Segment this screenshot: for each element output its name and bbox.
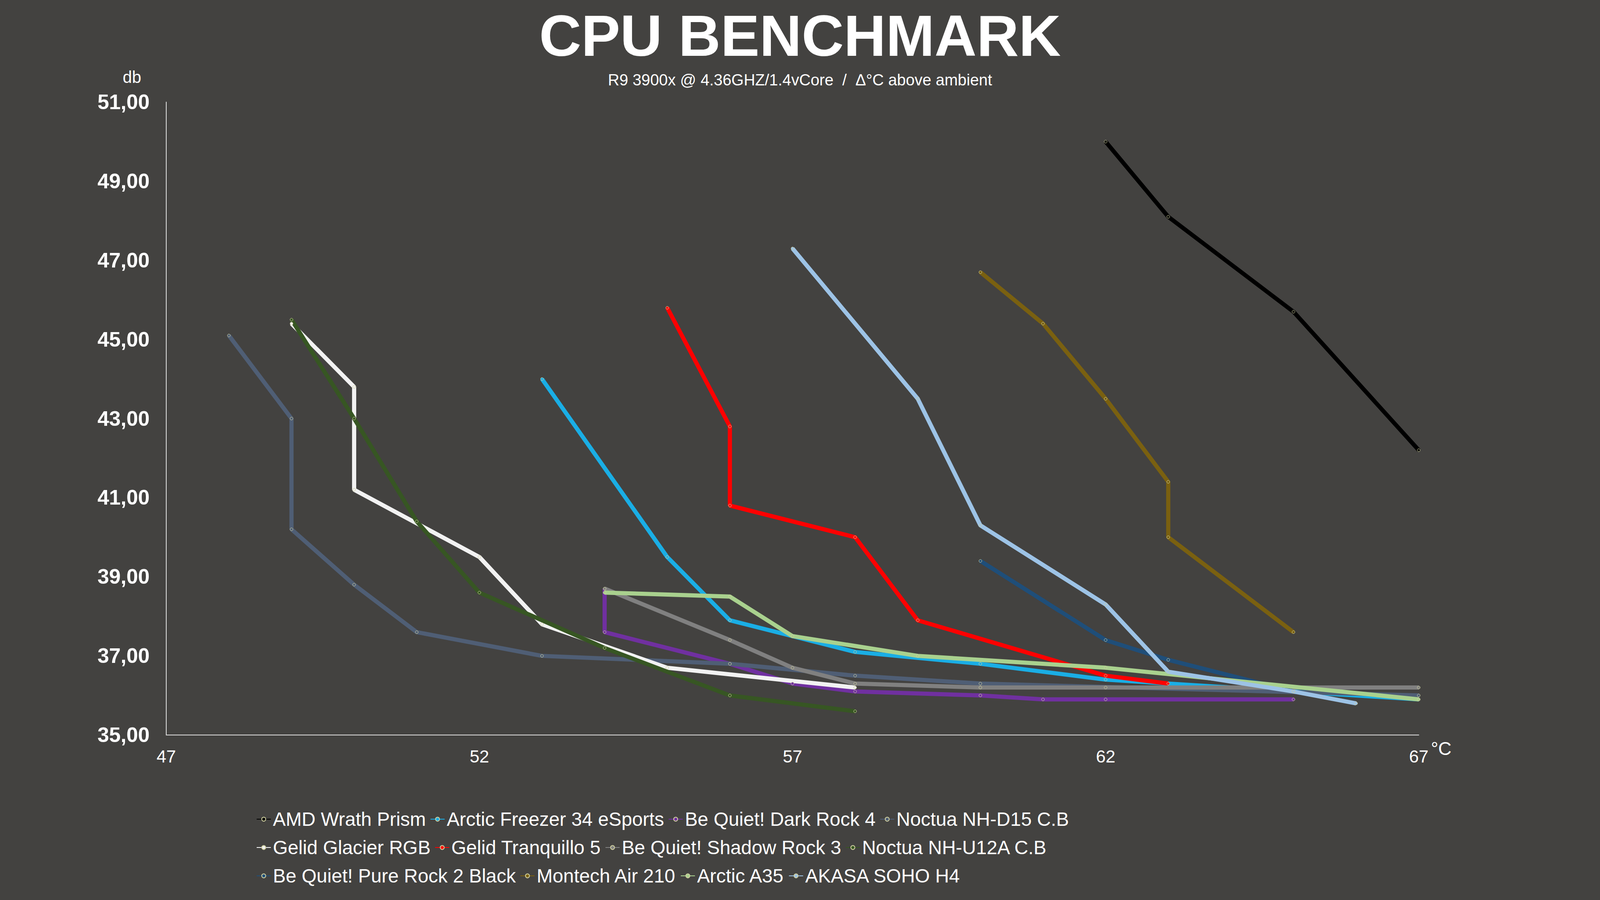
- svg-text:39,00: 39,00: [97, 565, 150, 589]
- svg-text:Be Quiet! Dark Rock 4: Be Quiet! Dark Rock 4: [685, 808, 876, 830]
- svg-text:AMD Wrath Prism: AMD Wrath Prism: [272, 808, 426, 830]
- svg-text:52: 52: [469, 746, 490, 767]
- svg-text:43,00: 43,00: [97, 407, 150, 431]
- svg-text:35,00: 35,00: [97, 723, 150, 747]
- svg-text:R9 3900x @ 4.36GHZ/1.4vCore /: R9 3900x @ 4.36GHZ/1.4vCore / Δ°C above …: [607, 71, 993, 89]
- svg-text:49,00: 49,00: [97, 169, 150, 193]
- svg-text:47,00: 47,00: [97, 248, 150, 273]
- svg-text:47: 47: [156, 746, 177, 767]
- svg-text:Noctua NH-D15 C.B: Noctua NH-D15 C.B: [896, 808, 1069, 830]
- svg-text:Gelid Tranquillo 5: Gelid Tranquillo 5: [451, 836, 601, 859]
- svg-text:37,00: 37,00: [97, 644, 150, 668]
- svg-text:CPU BENCHMARK: CPU BENCHMARK: [539, 2, 1061, 69]
- svg-text:Gelid Glacier RGB: Gelid Glacier RGB: [272, 836, 431, 859]
- svg-text:Arctic A35: Arctic A35: [697, 865, 784, 887]
- svg-text:Be Quiet! Shadow Rock 3: Be Quiet! Shadow Rock 3: [621, 836, 842, 859]
- svg-text:Arctic Freezer 34 eSports: Arctic Freezer 34 eSports: [446, 808, 665, 830]
- svg-text:°C: °C: [1430, 738, 1452, 759]
- svg-text:Be Quiet! Pure Rock 2 Black: Be Quiet! Pure Rock 2 Black: [272, 865, 517, 887]
- svg-text:AKASA SOHO H4: AKASA SOHO H4: [805, 865, 960, 887]
- svg-text:67: 67: [1409, 746, 1429, 767]
- svg-text:db: db: [122, 67, 142, 87]
- svg-text:Noctua NH-U12A C.B: Noctua NH-U12A C.B: [862, 836, 1047, 859]
- svg-text:Montech Air 210: Montech Air 210: [536, 865, 675, 887]
- svg-text:62: 62: [1095, 746, 1116, 767]
- svg-text:41,00: 41,00: [97, 485, 150, 510]
- svg-text:57: 57: [782, 746, 803, 767]
- svg-text:45,00: 45,00: [97, 327, 150, 352]
- svg-text:51,00: 51,00: [97, 90, 150, 114]
